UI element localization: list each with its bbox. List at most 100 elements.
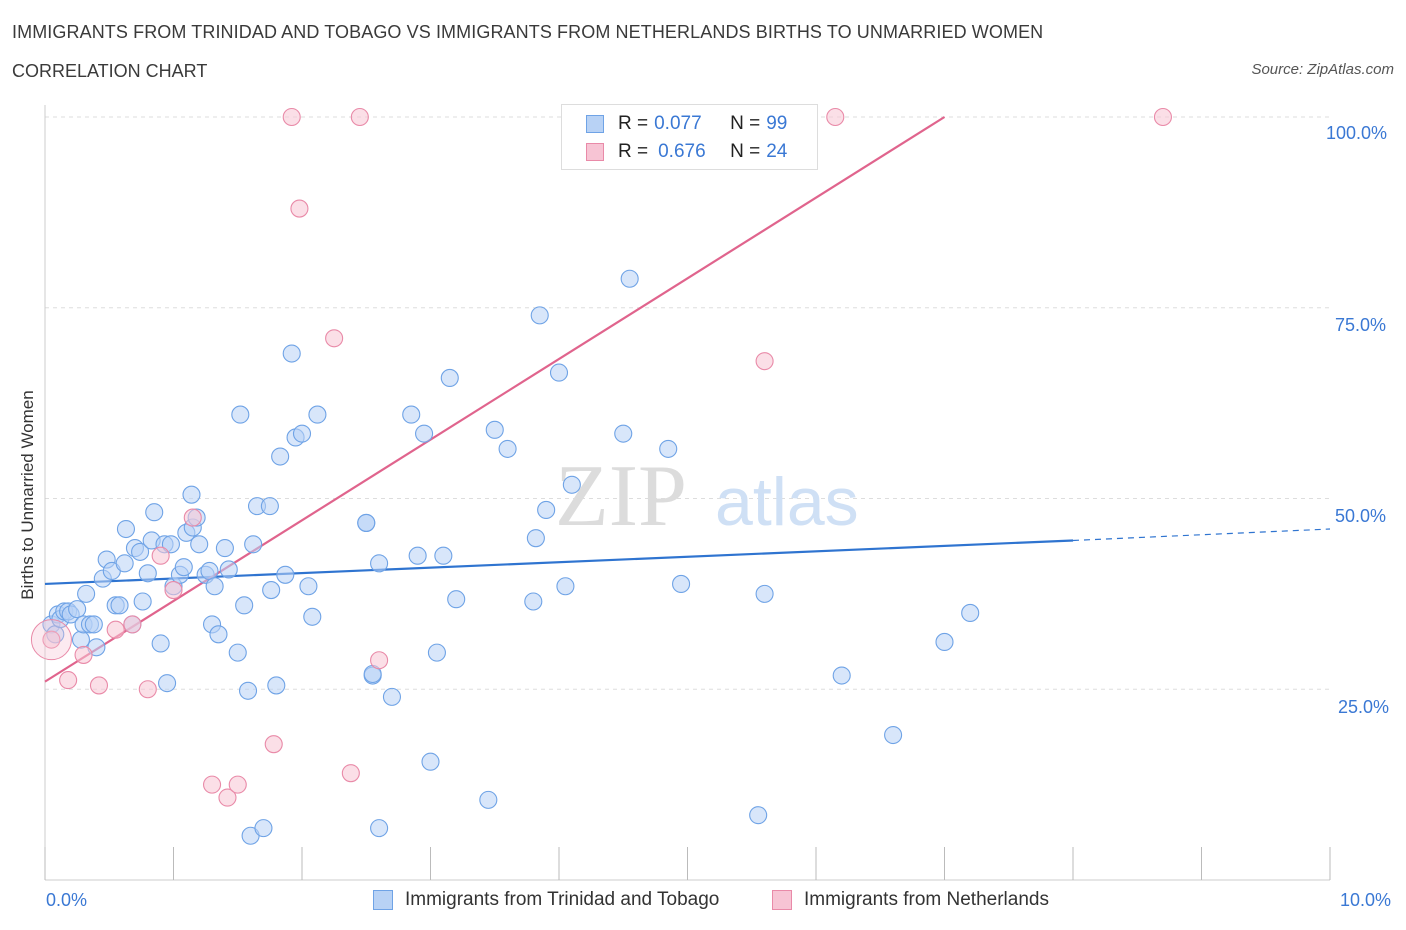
data-point-blue: [370, 819, 389, 838]
data-point-blue: [138, 564, 157, 583]
data-point-blue: [116, 519, 136, 539]
data-point-blue: [961, 603, 980, 623]
trend-extension-blue: [1072, 528, 1331, 542]
data-point-pink: [755, 352, 774, 371]
data-point-blue: [254, 819, 273, 838]
data-point-blue: [271, 447, 290, 466]
legend-swatch-pink: [586, 143, 604, 161]
data-point-blue: [526, 529, 545, 548]
data-point-blue: [530, 306, 549, 325]
bottom-legend-label-trinidad: Immigrants from Trinidad and Tobago: [405, 889, 720, 910]
data-point-blue: [303, 607, 322, 626]
data-point-blue: [151, 634, 170, 653]
data-point-blue: [133, 592, 152, 611]
data-point-blue: [209, 625, 228, 644]
data-point-blue: [370, 554, 389, 573]
data-point-blue: [524, 592, 543, 611]
data-points: [30, 107, 1172, 845]
data-point-blue: [562, 475, 581, 494]
source-label: Source: ZipAtlas.com: [1251, 61, 1394, 78]
legend-n-label: N =: [730, 141, 761, 162]
legend-n-label: N =: [730, 113, 761, 134]
data-point-blue: [402, 405, 421, 424]
data-point-blue: [308, 405, 327, 424]
data-point-blue: [382, 687, 402, 706]
data-point-pink: [341, 764, 360, 783]
data-point-pink: [264, 735, 283, 754]
data-point-blue: [935, 632, 954, 651]
chart-title: IMMIGRANTS FROM TRINIDAD AND TOBAGO VS I…: [12, 22, 1044, 42]
data-point-blue: [415, 424, 434, 443]
data-point-blue: [182, 485, 201, 504]
bottom-legend-label-netherlands: Immigrants from Netherlands: [804, 889, 1049, 910]
data-point-pink: [826, 107, 845, 127]
data-point-blue: [292, 424, 312, 443]
data-point-pink: [325, 329, 344, 348]
data-point-blue: [235, 596, 254, 615]
data-point-blue: [672, 574, 691, 594]
data-point-blue: [620, 269, 639, 288]
data-point-blue: [498, 439, 517, 458]
data-point-pink: [164, 581, 183, 600]
data-point-blue: [832, 666, 851, 685]
data-point-blue: [282, 344, 301, 363]
data-point-blue: [238, 681, 258, 700]
data-point-pink: [123, 615, 142, 634]
data-point-blue: [260, 497, 279, 516]
y-tick-75: 75.0%: [1335, 315, 1387, 335]
data-point-blue: [479, 790, 498, 809]
legend-r-value: 0.676: [658, 141, 706, 162]
data-point-blue: [200, 561, 219, 581]
data-point-pink: [74, 645, 93, 664]
data-point-pink: [290, 199, 309, 218]
bottom-legend-swatch-blue: [373, 890, 393, 910]
data-point-blue: [659, 439, 678, 458]
watermark: ZIP atlas: [555, 448, 859, 545]
data-point-blue: [408, 546, 427, 565]
legend-r-value: 0.077: [654, 113, 702, 134]
bottom-legend-trinidad: Immigrants from Trinidad and Tobago: [373, 889, 719, 911]
legend-n-value: 24: [766, 141, 788, 162]
data-point-blue: [749, 806, 768, 825]
x-tick-max: 10.0%: [1340, 890, 1392, 910]
data-point-blue: [357, 513, 376, 532]
data-point-blue: [219, 560, 238, 579]
data-point-blue: [68, 600, 87, 619]
watermark-atlas: atlas: [715, 464, 859, 540]
data-point-pink: [1153, 107, 1172, 127]
data-point-pink: [282, 107, 301, 127]
data-point-blue: [884, 725, 903, 745]
data-point-blue: [84, 615, 103, 634]
data-point-pink: [228, 775, 247, 794]
legend-n-value: 99: [766, 113, 788, 134]
data-point-pink: [370, 651, 389, 670]
y-tick-100: 100.0%: [1326, 123, 1388, 143]
data-point-pink: [89, 676, 109, 695]
trend-lines: [44, 116, 1331, 683]
chart-subtitle: CORRELATION CHART: [12, 61, 208, 81]
data-point-pink: [106, 620, 125, 639]
axes: [44, 105, 1331, 881]
data-point-pink: [350, 107, 369, 127]
y-tick-25: 25.0%: [1338, 697, 1390, 717]
data-point-blue: [537, 500, 556, 519]
data-point-blue: [115, 554, 134, 573]
data-point-blue: [110, 596, 129, 615]
data-point-pink: [218, 788, 237, 807]
data-point-blue: [556, 577, 575, 596]
data-point-blue: [440, 368, 459, 387]
data-point-blue: [549, 363, 569, 382]
data-point-blue: [299, 577, 318, 596]
data-point-blue: [276, 565, 295, 584]
bottom-legend-netherlands: Immigrants from Netherlands: [772, 889, 1049, 911]
watermark-zip: ZIP: [555, 448, 687, 545]
data-point-blue: [71, 630, 91, 649]
data-point-blue: [434, 546, 453, 565]
stats-legend: R = 0.077 N = 99 R = 0.676 N = 24: [561, 104, 818, 170]
data-point-blue: [161, 535, 180, 554]
legend-swatch-blue: [586, 115, 604, 133]
data-point-pink: [151, 546, 170, 565]
data-point-blue: [427, 643, 446, 662]
data-point-blue: [485, 420, 504, 439]
legend-row-netherlands: R = 0.676 N = 24: [586, 139, 787, 165]
